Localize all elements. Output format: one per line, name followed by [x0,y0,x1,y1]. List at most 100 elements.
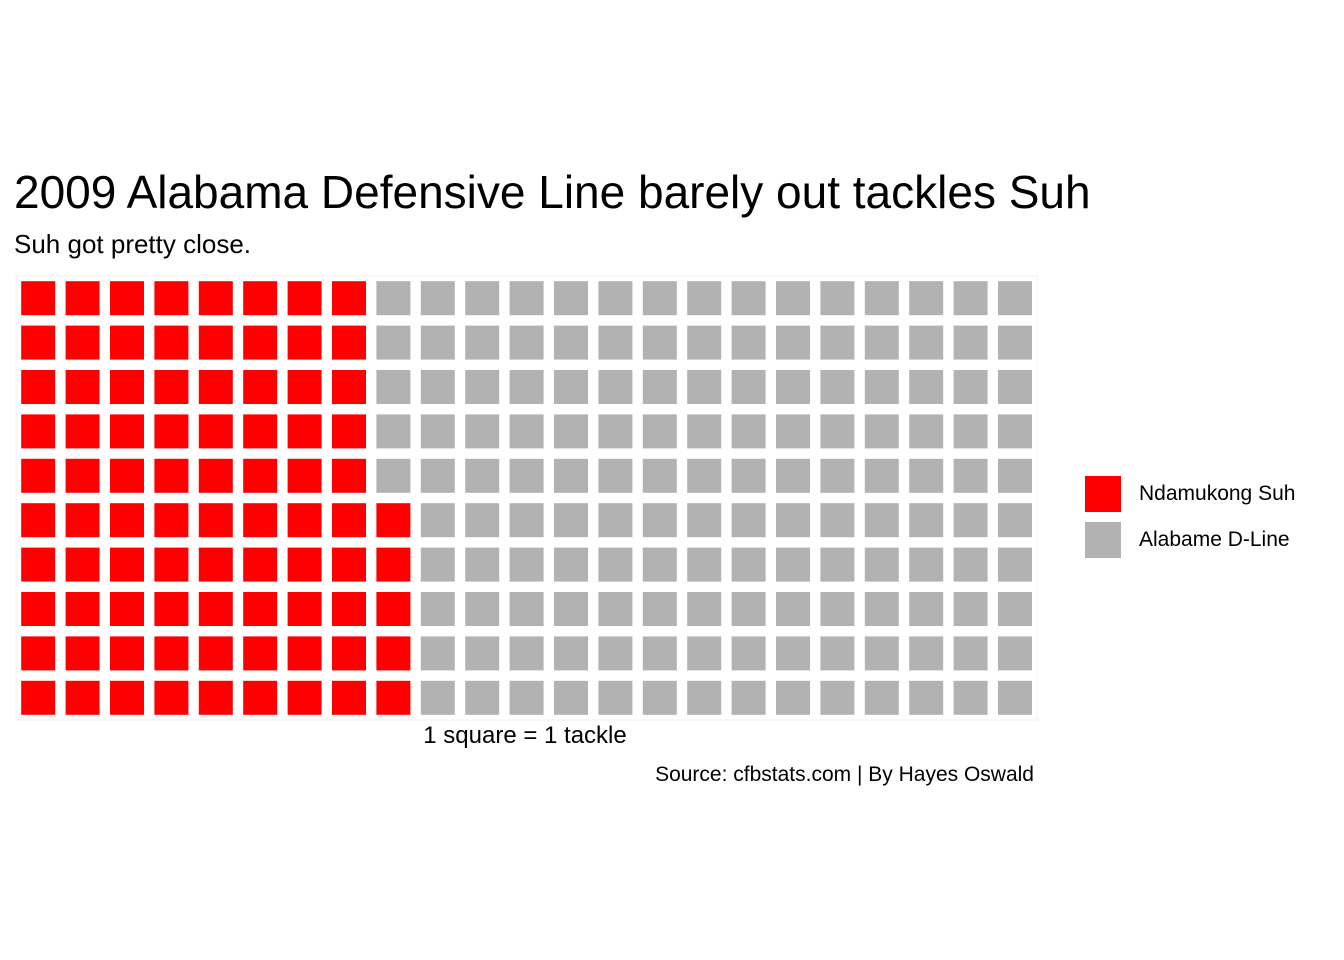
waffle-square-dline [554,414,588,449]
waffle-square-dline [554,547,588,582]
waffle-square-dline [465,503,500,538]
waffle-square-dline [864,547,899,582]
waffle-square-dline [731,325,766,360]
waffle-square-dline [642,414,677,449]
waffle-square-dline [465,458,500,493]
waffle-square-dline [687,503,722,538]
waffle-square-suh [287,680,322,715]
waffle-square-suh [243,458,278,493]
waffle-square-dline [864,370,899,404]
waffle-square-suh [21,325,56,360]
waffle-square-dline [598,414,633,449]
waffle-square-suh [21,414,56,449]
waffle-square-dline [598,458,633,493]
waffle-square-dline [598,680,633,715]
waffle-square-suh [110,636,144,671]
waffle-square-dline [953,503,988,538]
waffle-square-suh [198,592,233,626]
legend-label-dline: Alabame D-Line [1139,528,1290,551]
waffle-square-dline [642,680,677,715]
waffle-square-dline [998,547,1032,582]
waffle-square-dline [909,680,944,715]
waffle-square-suh [287,636,322,671]
waffle-square-dline [465,547,500,582]
waffle-square-suh [243,680,278,715]
waffle-square-dline [909,458,944,493]
waffle-square-dline [465,325,500,360]
legend-key-suh [1085,476,1121,512]
waffle-square-dline [776,547,810,582]
waffle-square-suh [243,503,278,538]
waffle-square-suh [198,547,233,582]
waffle-square-dline [820,680,855,715]
waffle-square-dline [731,592,766,626]
waffle-square-dline [820,458,855,493]
waffle-square-dline [953,592,988,626]
waffle-square-dline [465,414,500,449]
waffle-square-suh [198,458,233,493]
waffle-square-suh [65,458,100,493]
legend: Ndamukong Suh Alabame D-Line [1085,476,1295,568]
waffle-square-suh [376,636,411,671]
waffle-square-suh [154,547,189,582]
waffle-square-dline [776,592,810,626]
waffle-square-dline [731,458,766,493]
waffle-square-dline [776,636,810,671]
waffle-square-suh [21,680,56,715]
waffle-square-dline [376,325,411,360]
waffle-square-dline [776,680,810,715]
waffle-square-dline [953,281,988,316]
waffle-square-suh [65,370,100,404]
waffle-square-dline [420,281,455,316]
waffle-square-dline [598,547,633,582]
waffle-square-suh [154,680,189,715]
waffle-square-dline [909,281,944,316]
waffle-square-dline [509,325,544,360]
legend-item-suh: Ndamukong Suh [1085,476,1295,512]
waffle-square-dline [687,325,722,360]
waffle-square-dline [509,370,544,404]
waffle-square-dline [598,325,633,360]
waffle-square-dline [509,503,544,538]
waffle-square-dline [420,414,455,449]
waffle-square-suh [110,547,144,582]
waffle-square-suh [287,503,322,538]
waffle-square-suh [198,325,233,360]
waffle-square-suh [243,325,278,360]
waffle-square-dline [998,503,1032,538]
waffle-square-dline [776,281,810,316]
waffle-square-suh [287,370,322,404]
waffle-square-dline [820,592,855,626]
waffle-square-dline [598,370,633,404]
waffle-square-dline [998,680,1032,715]
waffle-square-suh [287,458,322,493]
waffle-square-dline [909,325,944,360]
waffle-square-suh [110,680,144,715]
waffle-square-dline [420,503,455,538]
waffle-square-dline [731,636,766,671]
waffle-square-suh [287,414,322,449]
waffle-square-dline [687,680,722,715]
chart-caption: Source: cfbstats.com | By Hayes Oswald [655,763,1034,786]
waffle-square-dline [820,370,855,404]
waffle-square-suh [287,325,322,360]
waffle-square-dline [509,592,544,626]
waffle-square-dline [465,680,500,715]
waffle-square-dline [642,370,677,404]
waffle-square-dline [864,592,899,626]
waffle-square-dline [776,414,810,449]
waffle-square-suh [332,592,366,626]
waffle-square-suh [243,592,278,626]
waffle-square-dline [465,370,500,404]
waffle-square-dline [376,370,411,404]
waffle-square-suh [243,370,278,404]
waffle-square-dline [465,636,500,671]
waffle-square-suh [332,370,366,404]
waffle-square-suh [287,547,322,582]
waffle-square-dline [953,458,988,493]
waffle-panel [15,275,1038,721]
waffle-square-suh [198,503,233,538]
waffle-square-dline [864,458,899,493]
waffle-square-dline [731,547,766,582]
